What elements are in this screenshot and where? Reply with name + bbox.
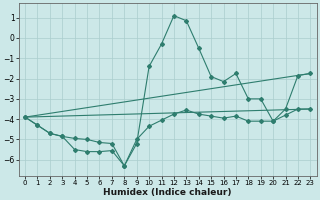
- X-axis label: Humidex (Indice chaleur): Humidex (Indice chaleur): [103, 188, 232, 197]
